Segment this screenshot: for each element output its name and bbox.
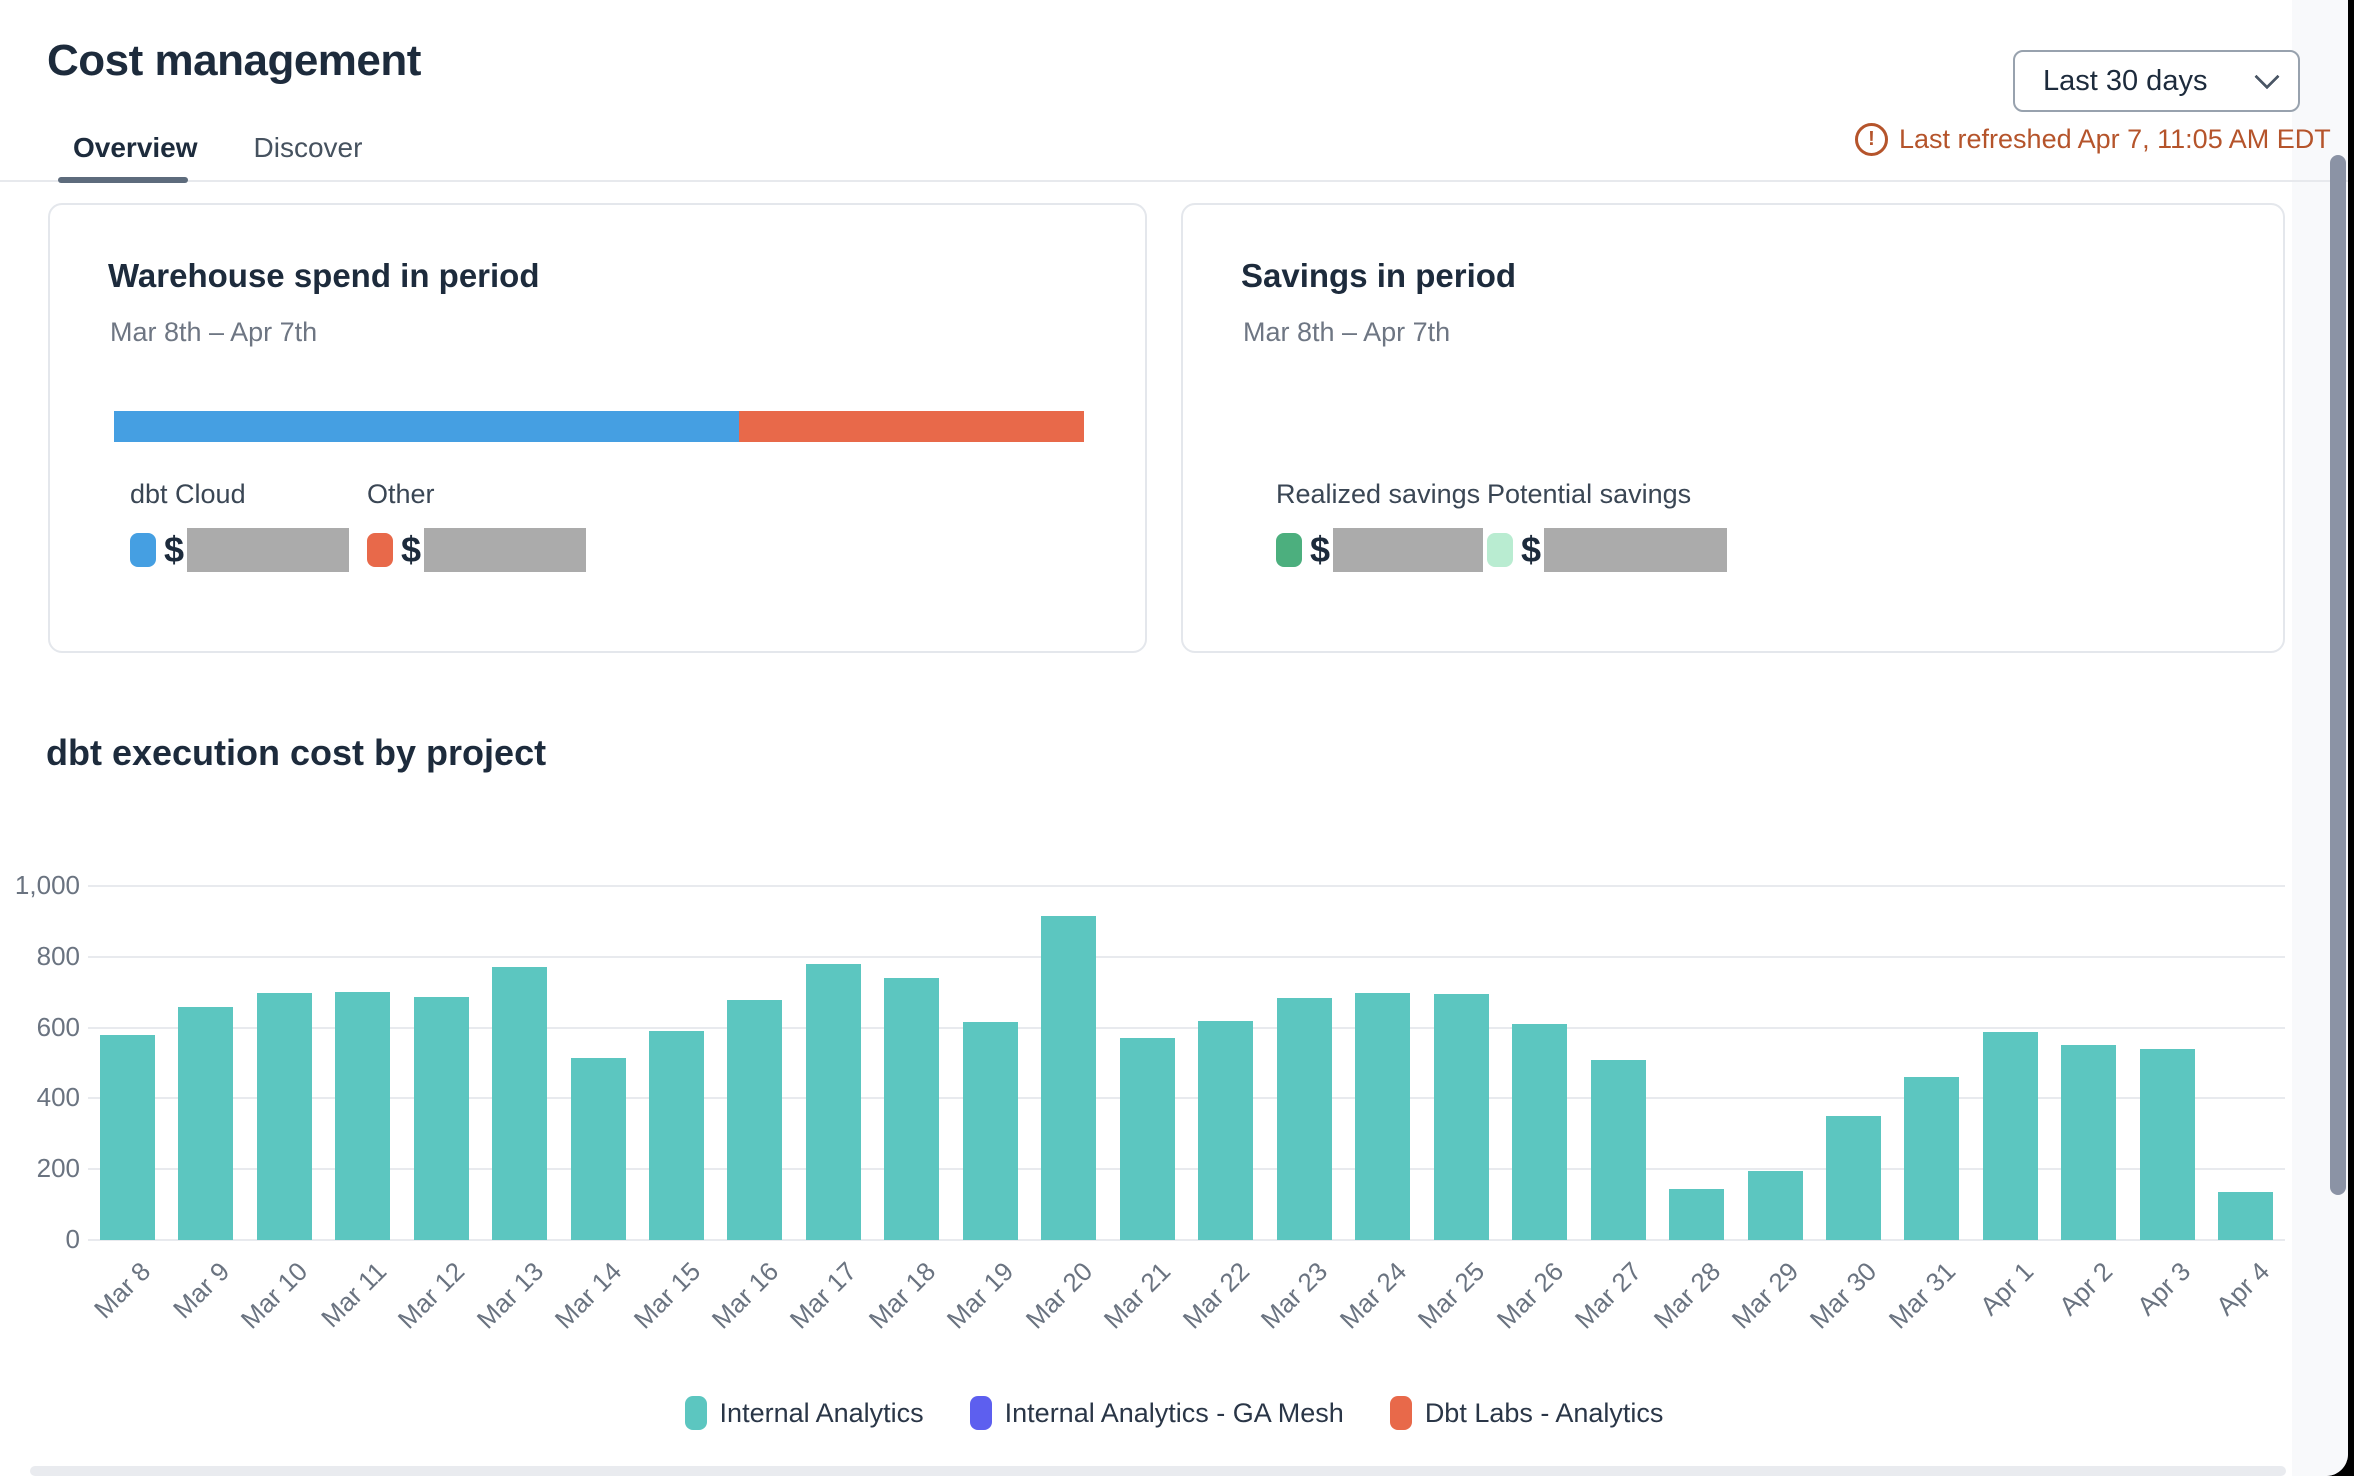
y-axis-tick-label: 400	[36, 1082, 80, 1113]
bar-mar-16[interactable]	[727, 1000, 783, 1240]
legend-swatch-icon	[969, 1396, 992, 1430]
legend-item-other: Other $	[367, 479, 587, 572]
bar-mar-14[interactable]	[570, 1057, 626, 1240]
potential-savings-swatch-icon	[1487, 533, 1513, 567]
redacted-value-box	[187, 528, 350, 572]
legend-label: Other	[367, 479, 435, 509]
other-swatch-icon	[367, 533, 393, 567]
bar-apr-4[interactable]	[2218, 1192, 2274, 1240]
warehouse-spend-stacked-bar	[114, 411, 1084, 442]
active-tab-indicator	[58, 177, 188, 183]
spend-bar-segment-other	[738, 411, 1084, 442]
legend-label: Internal Analytics - GA Mesh	[1004, 1397, 1344, 1428]
bar-mar-29[interactable]	[1747, 1170, 1803, 1240]
tab-overview[interactable]: Overview	[73, 132, 198, 163]
bar-mar-19[interactable]	[962, 1022, 1018, 1240]
y-gridline	[88, 1239, 2285, 1241]
y-gridline	[88, 955, 2285, 958]
bar-mar-24[interactable]	[1355, 992, 1411, 1240]
y-gridline	[88, 1026, 2285, 1029]
vertical-scrollbar-thumb[interactable]	[2330, 155, 2346, 1195]
legend-label: Potential savings	[1487, 479, 1692, 509]
dbt-cloud-swatch-icon	[130, 533, 156, 567]
bar-mar-27[interactable]	[1590, 1060, 1646, 1240]
tab-divider	[0, 180, 2348, 182]
bar-apr-1[interactable]	[1982, 1031, 2038, 1240]
savings-card: Savings in period Mar 8th – Apr 7th Real…	[1181, 203, 2285, 653]
legend-label: Internal Analytics	[719, 1397, 924, 1428]
bar-mar-9[interactable]	[178, 1007, 234, 1240]
currency-prefix: $	[164, 529, 185, 570]
alert-circle-icon: !	[1855, 123, 1888, 156]
bar-mar-31[interactable]	[1904, 1076, 1960, 1240]
chart-legend-item-dbt-labs-analytics[interactable]: Dbt Labs - Analytics	[1389, 1396, 1664, 1430]
y-axis-tick-label: 600	[36, 1011, 80, 1042]
x-axis-tick-label: Mar 8	[88, 1256, 157, 1325]
warehouse-card-period: Mar 8th – Apr 7th	[110, 317, 318, 347]
bar-mar-26[interactable]	[1512, 1024, 1568, 1240]
redacted-value-box	[424, 528, 587, 572]
legend-item-dbt-cloud: dbt Cloud $	[130, 479, 350, 572]
legend-label: dbt Cloud	[130, 479, 246, 509]
bar-mar-10[interactable]	[256, 993, 312, 1240]
bar-mar-28[interactable]	[1669, 1189, 1724, 1240]
savings-card-period: Mar 8th – Apr 7th	[1243, 317, 1451, 347]
bar-apr-2[interactable]	[2061, 1045, 2117, 1240]
date-range-select[interactable]: Last 30 days	[2013, 50, 2300, 112]
y-axis-tick-label: 200	[36, 1153, 80, 1184]
y-axis-tick-label: 1,000	[14, 870, 80, 900]
bar-mar-21[interactable]	[1119, 1038, 1175, 1240]
warehouse-spend-card: Warehouse spend in period Mar 8th – Apr …	[48, 203, 1147, 653]
bar-mar-12[interactable]	[413, 997, 469, 1240]
bar-mar-22[interactable]	[1198, 1020, 1254, 1240]
last-refreshed-text: Last refreshed Apr 7, 11:05 AM EDT	[1899, 124, 2331, 154]
bar-mar-15[interactable]	[649, 1031, 704, 1240]
bar-mar-30[interactable]	[1825, 1116, 1881, 1240]
date-range-value: Last 30 days	[2043, 64, 2208, 97]
legend-item-potential-savings: Potential savings $	[1487, 479, 1728, 572]
currency-prefix: $	[1310, 529, 1331, 570]
y-gridline	[88, 1097, 2285, 1100]
bar-mar-8[interactable]	[99, 1035, 155, 1240]
chart-legend-item-internal-analytics-ga-mesh[interactable]: Internal Analytics - GA Mesh	[969, 1396, 1344, 1430]
bar-apr-3[interactable]	[2139, 1048, 2195, 1240]
bar-mar-13[interactable]	[492, 966, 548, 1240]
horizontal-scrollbar[interactable]	[30, 1466, 2286, 1476]
realized-savings-swatch-icon	[1276, 533, 1302, 567]
spend-bar-segment-dbt-cloud	[114, 411, 739, 442]
redacted-value-box	[1333, 528, 1484, 572]
bar-mar-17[interactable]	[805, 963, 861, 1240]
legend-label: Realized savings	[1276, 479, 1481, 509]
legend-item-realized-savings: Realized savings $	[1276, 479, 1484, 572]
x-axis-tick-label: Apr 4	[2209, 1256, 2276, 1322]
y-gridline	[88, 1168, 2285, 1171]
bar-mar-20[interactable]	[1041, 916, 1097, 1240]
y-axis-tick-label: 800	[36, 940, 80, 971]
last-refreshed-status: ! Last refreshed Apr 7, 11:05 AM EDT	[1855, 123, 2331, 156]
savings-card-title: Savings in period	[1241, 257, 1517, 294]
legend-swatch-icon	[1389, 1396, 1412, 1430]
tab-discover[interactable]: Discover	[253, 132, 363, 163]
y-gridline	[88, 885, 2285, 887]
currency-prefix: $	[401, 529, 422, 570]
bar-mar-18[interactable]	[884, 978, 940, 1240]
tab-bar: Overview Discover	[73, 132, 362, 176]
bar-mar-25[interactable]	[1433, 994, 1489, 1240]
page-title: Cost management	[47, 36, 421, 85]
chart-legend: Internal Analytics Internal Analytics - G…	[0, 1396, 2348, 1430]
bar-mar-11[interactable]	[335, 992, 391, 1240]
chart-legend-item-internal-analytics[interactable]: Internal Analytics	[684, 1396, 924, 1430]
currency-prefix: $	[1521, 529, 1542, 570]
chart-title: dbt execution cost by project	[46, 732, 547, 773]
legend-swatch-icon	[684, 1396, 707, 1430]
y-axis-tick-label: 0	[65, 1224, 80, 1254]
chevron-down-icon	[2254, 64, 2280, 90]
bar-mar-23[interactable]	[1276, 997, 1332, 1240]
legend-label: Dbt Labs - Analytics	[1424, 1397, 1664, 1428]
warehouse-card-title: Warehouse spend in period	[108, 257, 540, 294]
redacted-value-box	[1544, 528, 1728, 572]
